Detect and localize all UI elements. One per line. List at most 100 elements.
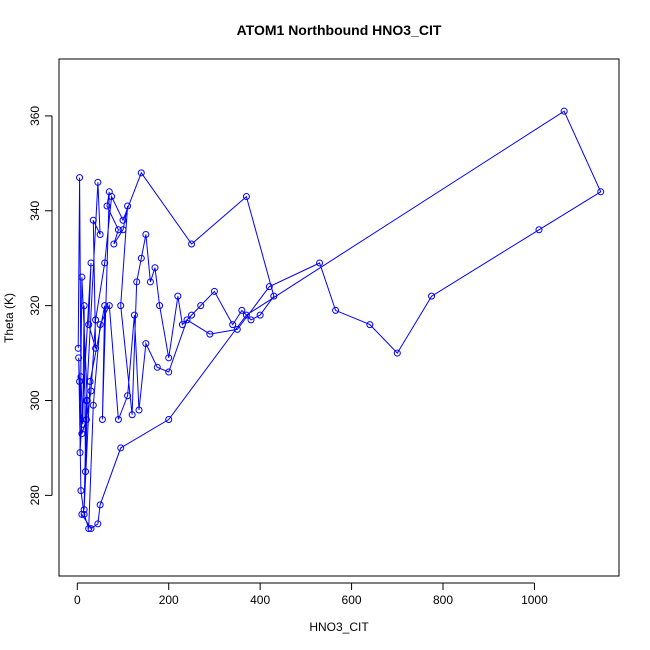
data-point (89, 401, 97, 409)
data-point (206, 330, 214, 338)
data-point (101, 302, 109, 310)
data-point (96, 321, 104, 329)
y-tick-label: 300 (28, 390, 42, 410)
data-point (247, 316, 255, 324)
series-layer (74, 107, 605, 533)
data-point (233, 325, 241, 333)
data-point (78, 510, 86, 518)
data-point (96, 230, 104, 238)
data-point (142, 230, 150, 238)
data-point (79, 420, 87, 428)
data-point (265, 283, 273, 291)
data-point (117, 302, 125, 310)
data-point (114, 226, 122, 234)
y-axis: 280 300 320 340 360 (28, 106, 53, 505)
y-tick-label: 280 (28, 485, 42, 505)
data-point (78, 273, 86, 281)
data-point (256, 311, 264, 319)
data-point (76, 378, 84, 386)
data-point (119, 226, 127, 234)
data-point (89, 216, 97, 224)
data-point (98, 415, 106, 423)
y-tick-label: 340 (28, 200, 42, 220)
data-point (124, 202, 132, 210)
data-point (560, 107, 568, 115)
data-point (96, 501, 104, 509)
data-point (366, 321, 374, 329)
data-point (87, 259, 95, 267)
data-point (94, 178, 102, 186)
x-axis: 0 200 400 600 800 1000 (74, 582, 548, 607)
x-tick-label: 0 (74, 593, 81, 607)
data-point (92, 344, 100, 352)
data-point (103, 202, 111, 210)
data-point (242, 311, 250, 319)
data-point (80, 510, 88, 518)
data-point (77, 487, 85, 495)
data-point (137, 169, 145, 177)
data-point (210, 287, 218, 295)
data-point (82, 468, 90, 476)
data-point (188, 311, 196, 319)
data-point (76, 174, 84, 182)
data-point (130, 311, 138, 319)
data-point (270, 292, 278, 300)
data-point (428, 292, 436, 300)
data-point (101, 259, 109, 267)
chart-title: ATOM1 Northbound HNO3_CIT (237, 22, 442, 38)
plot-area (58, 58, 620, 577)
data-point (82, 415, 90, 423)
x-tick-label: 800 (433, 593, 453, 607)
data-point (85, 525, 93, 533)
data-point (142, 340, 150, 348)
y-tick-label: 360 (28, 106, 42, 126)
data-point (174, 292, 182, 300)
data-point (86, 378, 94, 386)
data-point (535, 226, 543, 234)
data-point (92, 316, 100, 324)
data-point (238, 306, 246, 314)
data-point (178, 321, 186, 329)
data-point (128, 411, 136, 419)
data-point (87, 387, 95, 395)
y-tick-label: 320 (28, 295, 42, 315)
data-point (110, 240, 118, 248)
x-axis-label: HNO3_CIT (309, 620, 369, 634)
data-point (137, 254, 145, 262)
data-point (117, 444, 125, 452)
data-point (114, 415, 122, 423)
data-point (75, 354, 83, 362)
data-point (119, 216, 127, 224)
data-point (85, 321, 93, 329)
data-point (229, 321, 237, 329)
data-point (332, 306, 340, 314)
x-tick-label: 200 (159, 593, 179, 607)
data-point (242, 193, 250, 201)
data-point (146, 278, 154, 286)
data-point (165, 354, 173, 362)
data-point (393, 349, 401, 357)
x-tick-label: 1000 (521, 593, 548, 607)
data-point (165, 415, 173, 423)
data-point (135, 406, 143, 414)
data-point (76, 449, 84, 457)
data-point (188, 240, 196, 248)
x-tick-label: 400 (250, 593, 270, 607)
data-point (316, 259, 324, 267)
data-point (74, 344, 82, 352)
data-point (165, 368, 173, 376)
data-point (156, 302, 164, 310)
data-point (183, 316, 191, 324)
data-point (597, 188, 605, 196)
data-point (153, 363, 161, 371)
y-axis-label: Theta (K) (2, 293, 16, 343)
data-point (124, 392, 132, 400)
data-point (133, 278, 141, 286)
data-point (82, 397, 90, 405)
data-point (78, 430, 86, 438)
x-tick-label: 600 (342, 593, 362, 607)
data-point (80, 302, 88, 310)
data-point (87, 525, 95, 533)
